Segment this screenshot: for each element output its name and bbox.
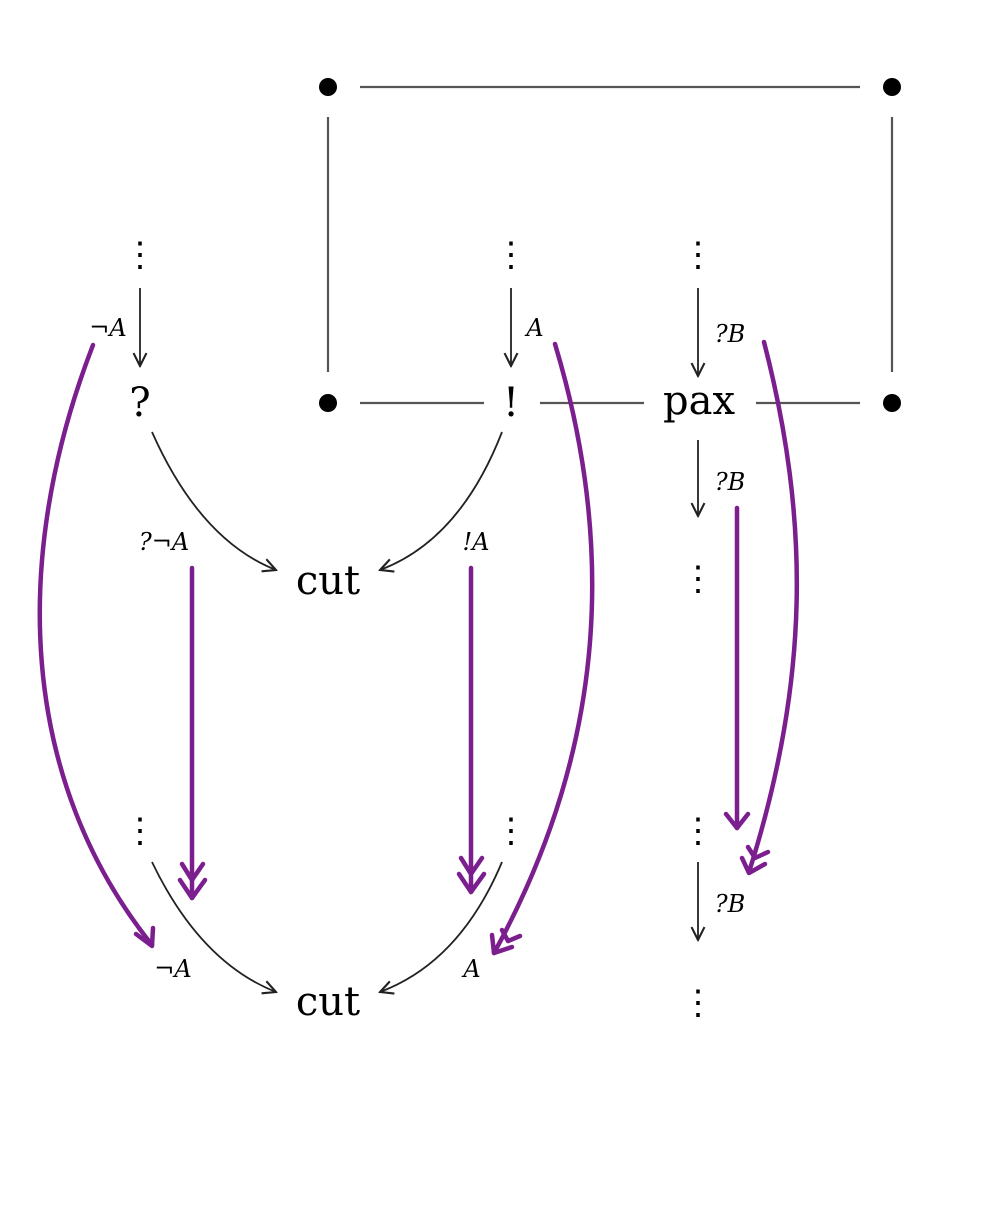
label-why-b-out: ?B [715,468,746,496]
ellipsis-top-middle: ⋮ [494,235,528,275]
cut-node-top: cut [296,558,360,604]
edge-bang-to-cut-top [380,431,503,570]
purple-arrow-why-b-in-head [739,844,771,876]
ellipsis-right-mid: ⋮ [681,559,715,599]
label-a-top: A [524,314,543,342]
label-bang-a: !A [463,528,490,556]
box-corner-top-right [883,78,901,96]
purple-arrow-neg-a-head [133,925,156,949]
purple-arrow-why-neg-a-head [177,861,208,901]
label-a-bottom: A [461,955,480,983]
box-corner-top-left [319,78,337,96]
purple-arrow-why-b-in [746,339,800,875]
ellipsis-top-left: ⋮ [123,235,157,275]
correspondence-arrows [37,339,800,956]
pax-node: pax [663,378,735,424]
edge-neg-a-to-cut-bottom [151,861,276,992]
purple-arrow-why-b-out-head [723,811,751,831]
bang-node: ! [503,380,519,426]
edge-a-to-cut-bottom [380,861,503,992]
label-neg-a-top: ¬A [89,314,126,342]
promotion-box [319,78,901,412]
label-why-b-bottom: ?B [715,890,746,918]
label-why-b-in: ?B [715,320,746,348]
purple-arrow-a-head [489,927,523,956]
ellipsis-bottom-left: ⋮ [123,811,157,851]
why-not-node: ? [129,380,150,426]
ellipsis-bottom-right-end: ⋮ [681,983,715,1023]
cut-node-bottom: cut [296,979,360,1025]
ellipsis-top-right: ⋮ [681,235,715,275]
box-corner-bottom-right [883,394,901,412]
edge-why-not-to-cut-top [151,431,276,570]
label-why-neg-a: ?¬A [139,528,189,556]
purple-arrow-a [491,341,595,956]
box-corner-bottom-left [319,394,337,412]
label-neg-a-bottom: ¬A [154,955,191,983]
purple-arrow-bang-a-head [456,855,487,895]
ellipsis-bottom-right: ⋮ [681,811,715,851]
ellipsis-bottom-middle: ⋮ [494,811,528,851]
purple-arrow-neg-a [37,342,155,948]
